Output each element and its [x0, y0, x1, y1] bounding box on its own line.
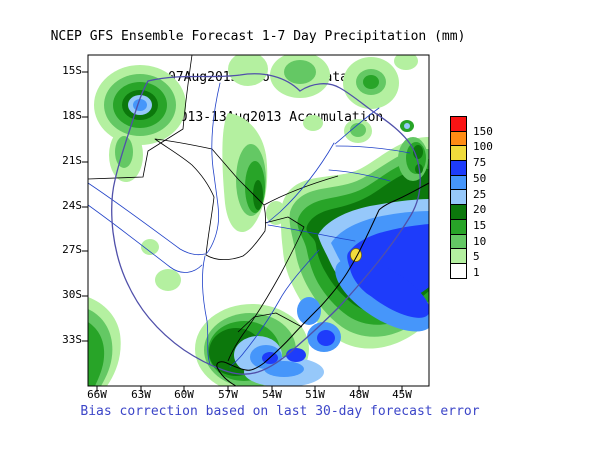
colorbar-label: 75 — [473, 156, 487, 169]
lon-tick-label: 45W — [392, 388, 412, 401]
basin-boundary — [111, 73, 421, 375]
north-scattered-precip — [228, 55, 418, 143]
lon-tick-label: 63W — [131, 388, 151, 401]
lat-tick-label: 18S — [62, 109, 82, 122]
bias-note: Bias correction based on last 30-day for… — [80, 404, 480, 419]
lon-tick-label: 51W — [305, 388, 325, 401]
lon-tick-label: 60W — [174, 388, 194, 401]
lon-tick-label: 57W — [218, 388, 238, 401]
colorbar-label: 5 — [473, 250, 480, 263]
lat-tick-label: 30S — [62, 288, 82, 301]
ne-coastal-band — [398, 137, 428, 181]
precipitation-map — [82, 54, 430, 392]
southwest-precip-edge — [88, 239, 181, 386]
colorbar-label: 50 — [473, 172, 487, 185]
colorbar-box — [450, 204, 467, 220]
south-precip-maximum — [195, 304, 324, 386]
country-borders — [88, 55, 339, 362]
colorbar-label: 25 — [473, 188, 487, 201]
colorbar-boxes — [450, 116, 510, 279]
rivers — [88, 82, 411, 368]
lat-tick-label: 33S — [62, 333, 82, 346]
colorbar-box — [450, 262, 467, 279]
colorbar-box — [450, 248, 467, 264]
colorbar-label: 20 — [473, 203, 487, 216]
central-precip-band — [222, 113, 286, 233]
map-frame — [87, 54, 430, 387]
nw-precip-maximum — [94, 65, 186, 182]
colorbar-label: 150 — [473, 125, 493, 138]
colorbar-box — [450, 130, 467, 147]
lon-tick-label: 48W — [349, 388, 369, 401]
title-line-1: NCEP GFS Ensemble Forecast 1-7 Day Preci… — [50, 29, 466, 44]
colorbar-box — [450, 116, 467, 132]
colorbar-box — [450, 218, 467, 235]
lat-tick-label: 24S — [62, 199, 82, 212]
colorbar-label: 1 — [473, 266, 480, 279]
lat-tick-label: 15S — [62, 64, 82, 77]
lon-tick-label: 54W — [262, 388, 282, 401]
colorbar-box — [450, 160, 467, 176]
colorbar: 150 100 75 50 25 20 15 10 5 1 — [450, 116, 510, 296]
lat-tick-label: 21S — [62, 154, 82, 167]
coastline — [216, 182, 429, 386]
colorbar-box — [450, 233, 467, 250]
colorbar-box — [450, 174, 467, 191]
axis-ticks — [82, 71, 403, 392]
colorbar-box — [450, 189, 467, 206]
lon-tick-label: 66W — [87, 388, 107, 401]
lat-tick-label: 27S — [62, 243, 82, 256]
colorbar-label: 100 — [473, 140, 493, 153]
precip-shading — [88, 55, 429, 386]
colorbar-label: 10 — [473, 235, 487, 248]
colorbar-label: 15 — [473, 219, 487, 232]
colorbar-box — [450, 145, 467, 162]
